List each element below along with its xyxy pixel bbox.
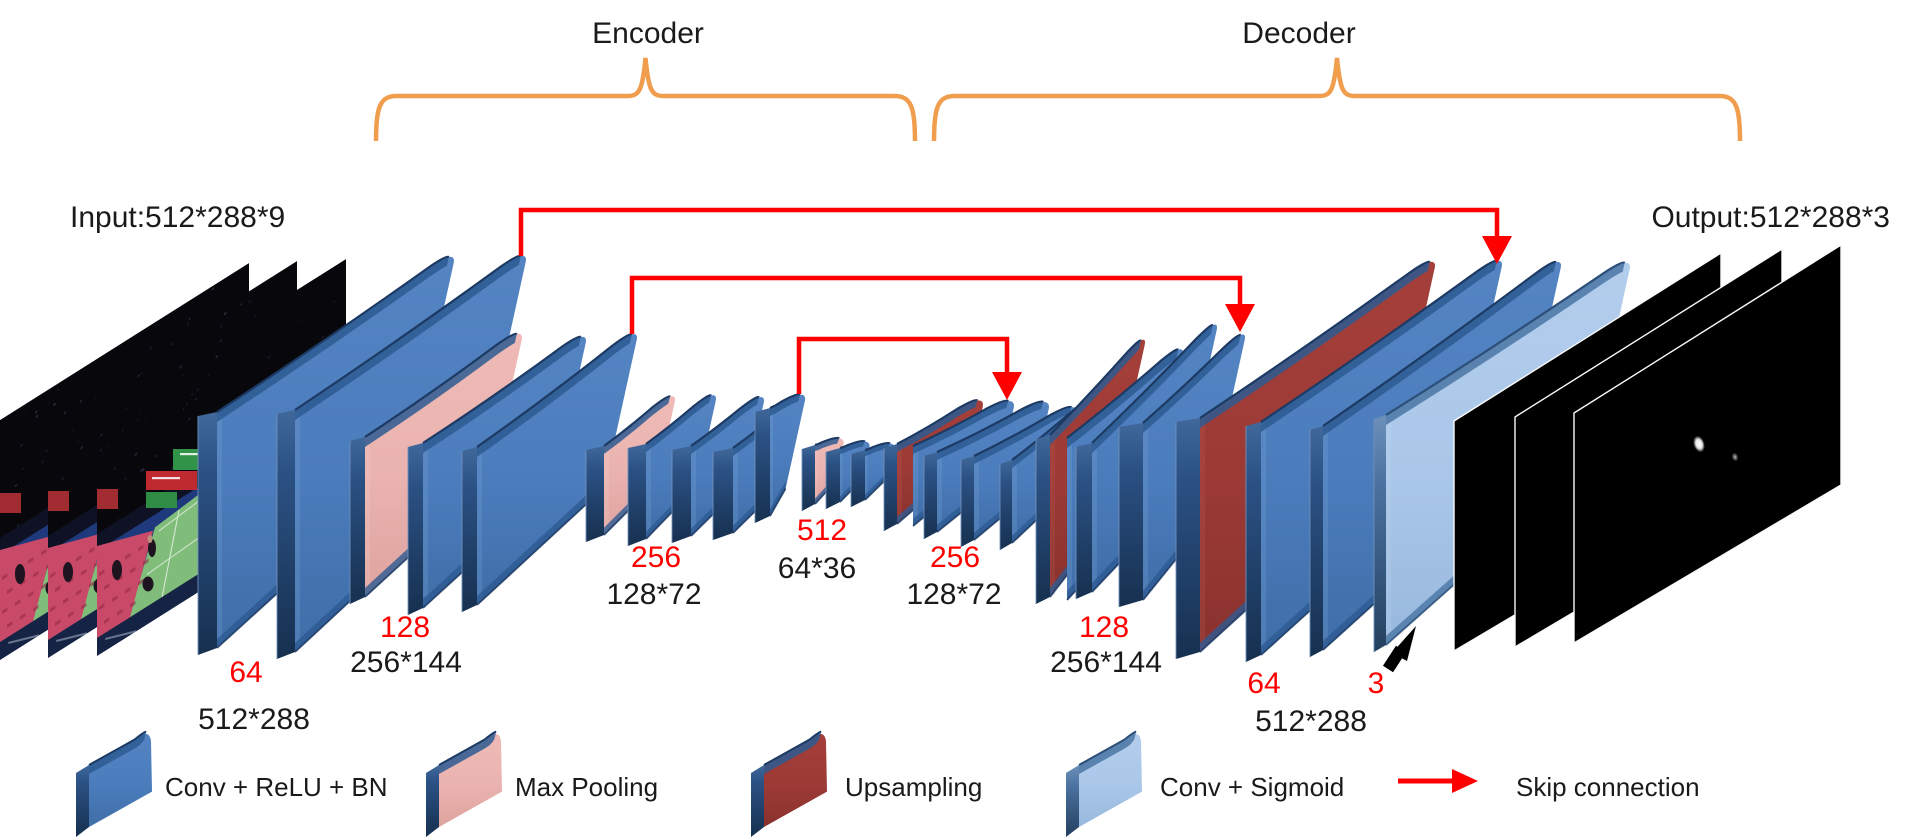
svg-text:Input:512*288*9: Input:512*288*9 <box>70 201 285 234</box>
svg-text:512*288: 512*288 <box>198 703 310 736</box>
svg-text:64*36: 64*36 <box>778 552 856 585</box>
svg-text:Skip connection: Skip connection <box>1516 772 1700 802</box>
svg-text:Upsampling: Upsampling <box>845 772 982 802</box>
svg-text:64: 64 <box>1247 667 1280 700</box>
svg-text:256*144: 256*144 <box>1050 646 1162 679</box>
svg-text:Conv + ReLU + BN: Conv + ReLU + BN <box>165 772 388 802</box>
svg-text:128*72: 128*72 <box>906 578 1001 611</box>
svg-text:512: 512 <box>797 514 847 547</box>
svg-text:3: 3 <box>1368 667 1385 700</box>
svg-text:Max Pooling: Max Pooling <box>515 772 658 802</box>
svg-text:128*72: 128*72 <box>606 578 701 611</box>
svg-text:64: 64 <box>229 656 262 689</box>
svg-text:128: 128 <box>1079 611 1129 644</box>
svg-text:Conv + Sigmoid: Conv + Sigmoid <box>1160 772 1344 802</box>
svg-text:512*288: 512*288 <box>1255 705 1367 738</box>
svg-text:Encoder: Encoder <box>592 17 704 50</box>
svg-text:128: 128 <box>380 611 430 644</box>
svg-text:Output:512*288*3: Output:512*288*3 <box>1651 201 1890 234</box>
svg-text:Decoder: Decoder <box>1242 17 1355 50</box>
svg-text:256*144: 256*144 <box>350 646 462 679</box>
svg-text:256: 256 <box>631 541 681 574</box>
svg-text:256: 256 <box>930 541 980 574</box>
